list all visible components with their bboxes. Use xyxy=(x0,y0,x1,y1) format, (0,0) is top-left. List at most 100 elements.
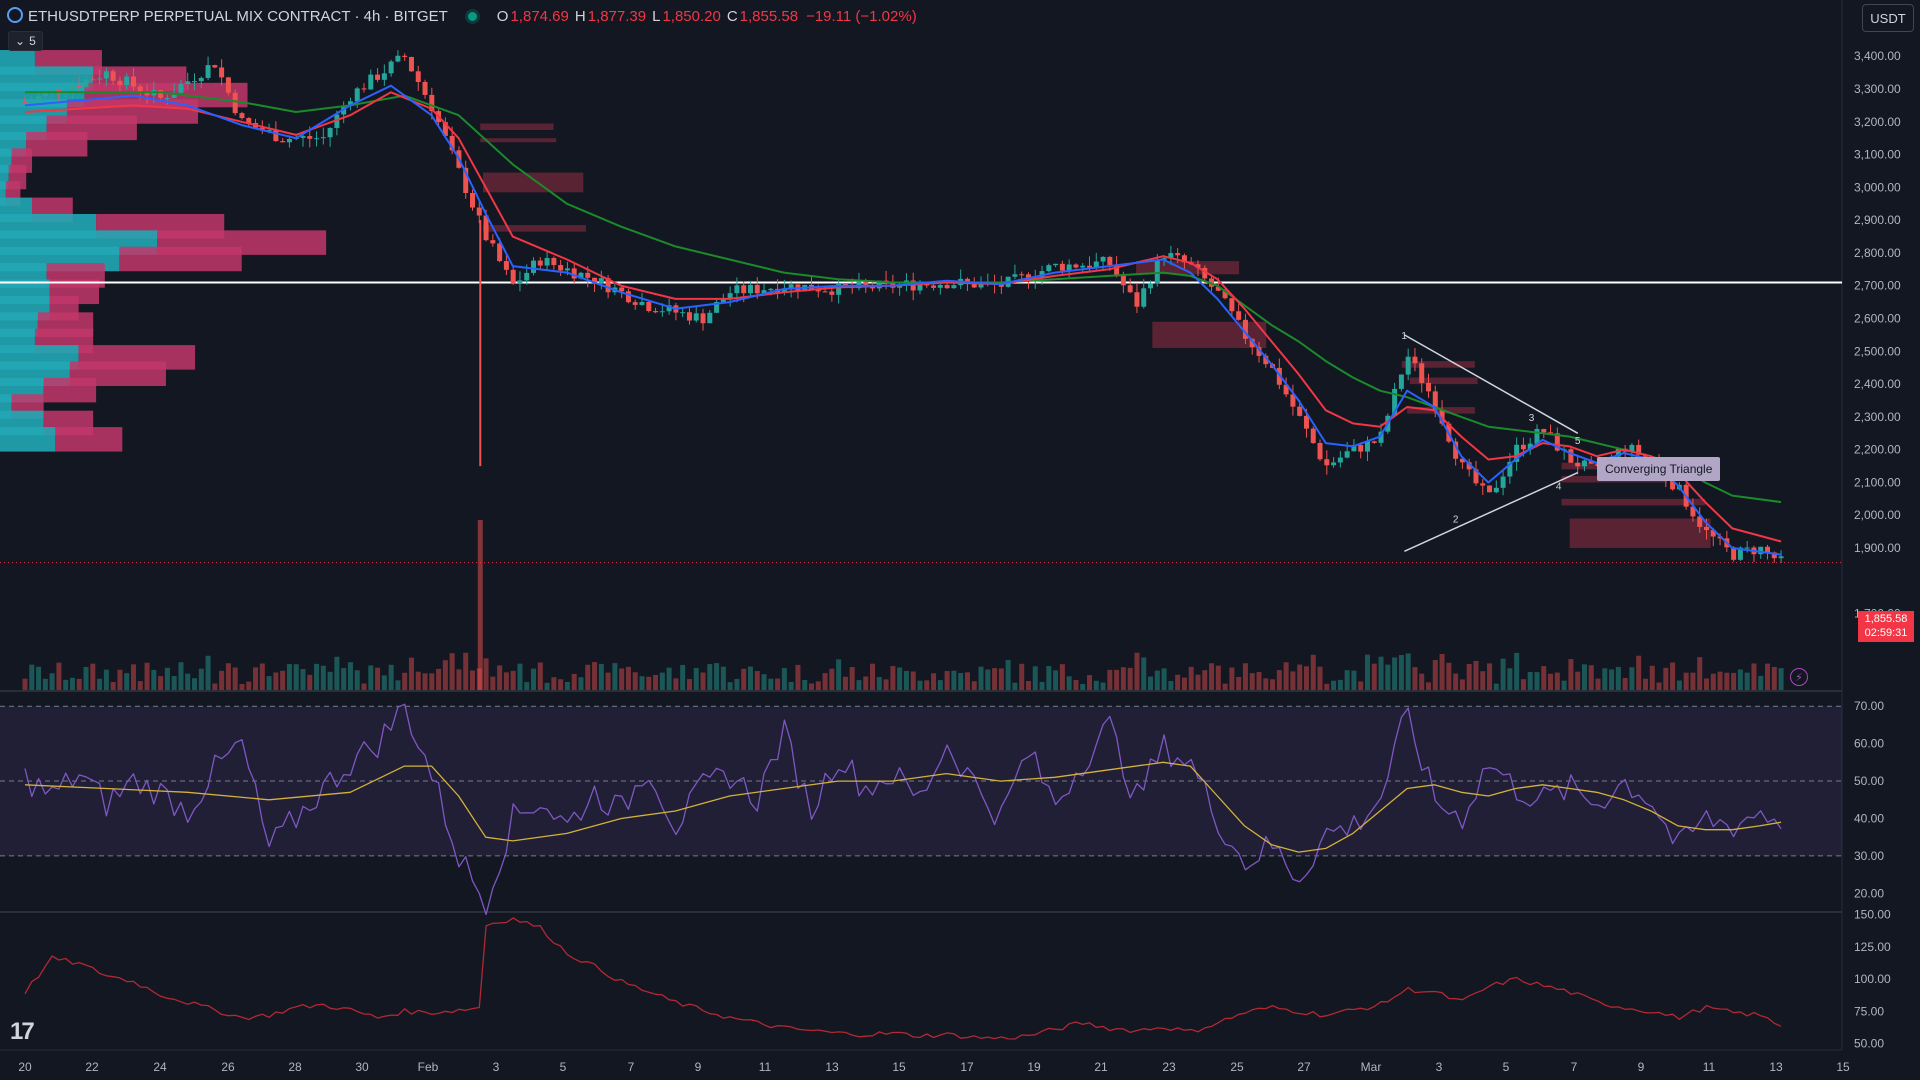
volume-bar xyxy=(802,679,808,690)
price-axis-tick: 2,100.00 xyxy=(1854,475,1901,489)
volume-bar xyxy=(1636,655,1642,690)
candle-body xyxy=(646,301,652,312)
candle-body xyxy=(653,311,659,313)
volume-bar xyxy=(442,660,448,690)
time-axis-tick: 5 xyxy=(560,1060,567,1074)
triangle-lower-line xyxy=(1404,471,1579,552)
volume-profile-down-bar xyxy=(26,132,88,157)
oscillator-line xyxy=(24,917,1782,1040)
tradingview-logo-icon[interactable]: 17 xyxy=(10,1018,35,1045)
candle-body xyxy=(510,269,516,284)
volume-bar xyxy=(1771,666,1777,690)
volume-bar xyxy=(1256,672,1262,690)
candle-body xyxy=(1107,256,1113,266)
triangle-point-label: 1 xyxy=(1401,331,1407,342)
price-axis-tick: 2,000.00 xyxy=(1854,508,1901,522)
volume-bar xyxy=(273,672,279,690)
candle-body xyxy=(1127,285,1133,293)
open-label: O xyxy=(496,7,509,25)
volume-bar xyxy=(598,663,604,690)
volume-profile-up-bar xyxy=(0,164,9,190)
volume-bar xyxy=(781,668,787,690)
candle-body xyxy=(625,291,631,303)
candle-body xyxy=(1670,478,1676,490)
current-price-value: 1,855.58 xyxy=(1864,613,1908,625)
candle-body xyxy=(822,291,828,293)
candle-body xyxy=(1168,253,1174,259)
price-axis-tick: 1,900.00 xyxy=(1854,541,1901,555)
price-axis-tick: 2,400.00 xyxy=(1854,377,1901,391)
volume-bar xyxy=(1561,680,1567,690)
symbol-title[interactable]: ETHUSDTPERP PERPETUAL MIX CONTRACT · 4h … xyxy=(28,7,448,25)
volume-bar xyxy=(477,520,483,690)
rsi-line xyxy=(24,703,1782,916)
volume-bar xyxy=(903,670,909,690)
volume-bar xyxy=(836,659,842,690)
volume-bar xyxy=(1697,657,1703,690)
pattern-label[interactable]: Converging Triangle xyxy=(1597,457,1721,481)
high-value: 1,877.39 xyxy=(587,7,647,25)
currency-selector[interactable]: USDT xyxy=(1862,4,1914,32)
candle-body xyxy=(741,285,747,294)
candle-body xyxy=(1731,547,1737,560)
volume-bar xyxy=(130,664,136,690)
volume-bar xyxy=(1710,673,1716,690)
rsi-axis-tick: 20.00 xyxy=(1854,886,1884,900)
volume-bar xyxy=(253,667,259,690)
volume-bar xyxy=(1073,680,1079,690)
volume-bar xyxy=(1317,666,1323,690)
volume-bar xyxy=(863,676,869,690)
volume-bar xyxy=(56,662,62,690)
time-axis-tick: 27 xyxy=(1297,1060,1311,1074)
candle-body xyxy=(158,90,164,99)
volume-bar xyxy=(1059,664,1065,690)
volume-bar xyxy=(1615,666,1621,690)
supply-zone xyxy=(1409,377,1478,385)
volume-bar xyxy=(1595,678,1601,690)
volume-bar xyxy=(680,664,686,690)
candle-body xyxy=(1195,264,1201,268)
candle-body xyxy=(1771,552,1777,559)
time-axis-tick: 22 xyxy=(85,1060,99,1074)
indicators-toggle[interactable]: ⌄ 5 xyxy=(8,31,43,51)
volume-profile-down-bar xyxy=(119,246,242,272)
candle-body xyxy=(97,78,103,80)
candle-body xyxy=(1215,286,1221,291)
volume-bar xyxy=(449,653,455,690)
candle-body xyxy=(964,278,970,282)
candle-body xyxy=(320,137,326,139)
volume-bar xyxy=(1398,654,1404,690)
volume-bar xyxy=(320,665,326,690)
candle-body xyxy=(1514,444,1520,462)
candle-body xyxy=(1175,253,1181,256)
volume-bar xyxy=(951,670,957,690)
volume-bar xyxy=(829,668,835,690)
volume-bar xyxy=(585,664,591,690)
volume-bar xyxy=(490,676,496,690)
candle-body xyxy=(1290,394,1296,407)
volume-bar xyxy=(1663,667,1669,690)
lightning-icon[interactable]: ⚡ xyxy=(1790,668,1808,686)
candle-body xyxy=(1473,469,1479,484)
supply-zone xyxy=(1569,518,1711,549)
volume-bar xyxy=(1236,677,1242,690)
volume-bar xyxy=(1161,668,1167,690)
candle-body xyxy=(1086,265,1092,268)
volume-bar xyxy=(917,680,923,690)
candle-body xyxy=(300,136,306,138)
candle-body xyxy=(490,240,496,244)
candle-body xyxy=(829,291,835,295)
candle-body xyxy=(924,284,930,286)
volume-bar xyxy=(1432,660,1438,690)
volume-bar xyxy=(1039,681,1045,690)
candle-body xyxy=(192,81,198,83)
time-axis-tick: 3 xyxy=(1436,1060,1443,1074)
candle-body xyxy=(598,278,604,284)
volume-bar xyxy=(198,668,204,690)
volume-bar xyxy=(775,678,781,690)
volume-bar xyxy=(666,667,672,690)
candle-body xyxy=(1392,388,1398,416)
supply-zone xyxy=(1401,361,1475,368)
candle-body xyxy=(1453,441,1459,459)
